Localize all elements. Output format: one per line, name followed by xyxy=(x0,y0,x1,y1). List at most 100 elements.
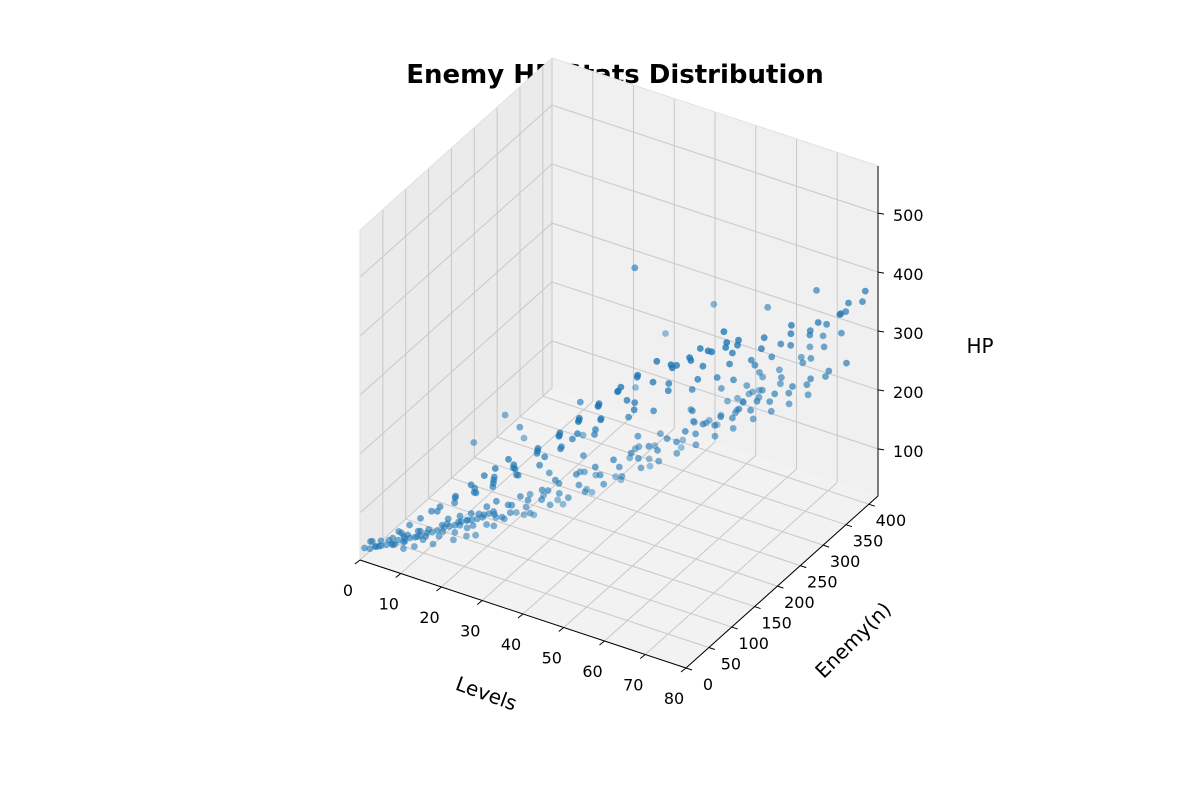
data-point xyxy=(861,287,869,295)
data-point xyxy=(699,420,707,428)
data-point xyxy=(756,369,763,376)
data-point xyxy=(689,407,696,415)
data-point xyxy=(546,501,554,509)
data-point xyxy=(688,386,696,393)
pane-edge xyxy=(551,57,879,167)
z-tick-mark xyxy=(877,212,885,215)
data-point xyxy=(591,463,599,471)
z-tick-mark xyxy=(877,330,885,333)
data-point xyxy=(730,376,737,384)
data-point xyxy=(483,503,491,511)
y-tick-label: 100 xyxy=(738,634,769,653)
data-point xyxy=(634,432,642,440)
data-point xyxy=(758,386,766,394)
z-grid-line xyxy=(551,104,879,214)
data-point xyxy=(435,532,443,540)
data-point xyxy=(665,380,673,387)
data-point xyxy=(764,303,772,311)
data-point xyxy=(822,373,829,380)
x-tick-mark xyxy=(558,627,565,632)
data-point xyxy=(564,494,572,502)
data-point xyxy=(859,298,866,305)
z-tick-label: 500 xyxy=(893,206,924,225)
data-point xyxy=(406,521,413,529)
x-tick-mark xyxy=(599,640,605,646)
data-point xyxy=(615,463,623,471)
data-point xyxy=(785,400,793,408)
data-point xyxy=(631,399,639,406)
y-tick-mark xyxy=(800,565,807,569)
data-point xyxy=(501,411,509,419)
data-point xyxy=(572,471,580,478)
data-point xyxy=(807,375,814,383)
data-point xyxy=(673,449,681,457)
data-point xyxy=(588,488,596,496)
data-point xyxy=(807,355,815,362)
data-point xyxy=(673,438,680,446)
data-point xyxy=(579,431,587,439)
data-point xyxy=(469,522,477,529)
data-point xyxy=(803,381,811,389)
z-grid-line xyxy=(359,281,553,455)
data-point xyxy=(776,366,783,374)
x-tick-mark xyxy=(680,667,687,673)
data-point xyxy=(778,374,785,381)
data-point xyxy=(361,544,368,552)
data-point xyxy=(505,455,512,463)
data-point xyxy=(806,327,814,335)
data-point xyxy=(464,516,471,524)
data-point xyxy=(637,464,645,472)
data-point xyxy=(797,353,805,361)
y-tick-label: 50 xyxy=(721,655,741,674)
y-grid-line xyxy=(496,436,824,546)
data-point xyxy=(789,383,796,390)
data-point xyxy=(526,509,534,517)
data-point xyxy=(394,536,402,544)
y-axis-label: Enemy(n) xyxy=(810,597,896,683)
data-point xyxy=(679,436,687,444)
data-point xyxy=(366,545,374,553)
z-tick-label: 200 xyxy=(893,383,924,402)
data-point xyxy=(735,405,743,413)
data-point xyxy=(777,340,785,348)
data-point xyxy=(820,343,828,351)
data-point xyxy=(510,461,518,469)
z-tick-label: 100 xyxy=(893,442,924,461)
z-tick-mark xyxy=(877,448,885,451)
data-point xyxy=(600,480,608,488)
data-point xyxy=(592,426,599,433)
data-point xyxy=(400,545,407,552)
x-tick-mark xyxy=(354,559,361,565)
data-point xyxy=(428,507,435,515)
y-tick-mark xyxy=(822,544,830,548)
data-point xyxy=(729,349,736,357)
x-tick-mark xyxy=(395,573,402,578)
data-point xyxy=(788,321,795,329)
data-point xyxy=(729,425,737,432)
data-point xyxy=(389,541,397,549)
data-point xyxy=(558,443,565,451)
data-point xyxy=(713,374,721,381)
z-grid-line xyxy=(551,163,879,273)
data-point xyxy=(417,515,424,522)
data-point xyxy=(787,330,795,338)
y-grid-line xyxy=(474,457,801,567)
data-point xyxy=(545,469,553,477)
x-tick-label: 60 xyxy=(582,662,602,681)
data-point xyxy=(664,387,672,395)
data-point xyxy=(576,414,583,422)
data-point xyxy=(526,490,534,498)
y-tick-label: 150 xyxy=(761,614,792,633)
data-point xyxy=(596,471,604,479)
y-tick-mark xyxy=(868,503,876,507)
data-point xyxy=(645,455,653,463)
data-point xyxy=(617,383,625,391)
data-point xyxy=(470,439,478,446)
data-point xyxy=(710,300,718,308)
data-point xyxy=(677,444,685,451)
data-point xyxy=(692,430,699,438)
data-point xyxy=(751,361,759,369)
data-point xyxy=(612,473,619,481)
data-point xyxy=(490,473,498,481)
data-point xyxy=(819,332,827,340)
